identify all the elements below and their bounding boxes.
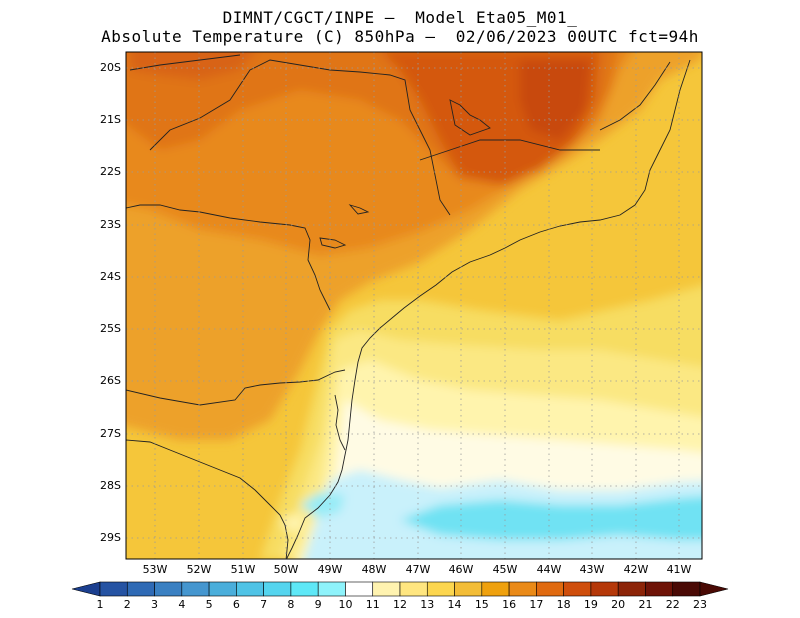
- lat-label-28s: 28S: [100, 479, 121, 492]
- colorbar-swatch: [454, 581, 483, 597]
- colorbar-label: 3: [151, 598, 159, 611]
- lon-label-46w: 46W: [448, 563, 474, 576]
- colorbar-label: 19: [583, 598, 598, 611]
- colorbar-label: 2: [123, 598, 131, 611]
- colorbar-swatch: [617, 581, 646, 597]
- state-border-mg-rj: [419, 139, 600, 161]
- colorbar-swatch: [645, 581, 674, 597]
- colorbar-swatch: [263, 581, 292, 597]
- colorbar-label: 13: [420, 598, 435, 611]
- colorbar-swatch: [126, 581, 155, 597]
- lon-label-49w: 49W: [317, 563, 343, 576]
- colorbar-label: 8: [287, 598, 295, 611]
- colorbar-swatch: [563, 581, 592, 597]
- shade-9b: [300, 492, 345, 518]
- temperature-field: [126, 52, 702, 559]
- state-border-ms: [129, 54, 241, 71]
- colorbar-swatch: [481, 581, 510, 597]
- colorbar-swatch: [590, 581, 619, 597]
- colorbar-swatch: [672, 581, 701, 597]
- lon-label-47w: 47W: [405, 563, 431, 576]
- colorbar-swatch: [317, 581, 346, 597]
- lat-label-29s: 29S: [100, 531, 121, 544]
- colorbar-arrow-right: [699, 581, 729, 597]
- lon-label-42w: 42W: [623, 563, 649, 576]
- reservoir-2: [319, 237, 347, 249]
- lat-label-21s: 21S: [100, 113, 121, 126]
- shade-11: [306, 400, 702, 559]
- lagoon-coast: [334, 394, 346, 451]
- lat-label-22s: 22S: [100, 165, 121, 178]
- colorbar-swatch: [236, 581, 264, 597]
- colorbar-label: 4: [178, 598, 186, 611]
- colorbar-label: 18: [556, 598, 571, 611]
- colorbar-label: 9: [314, 598, 322, 611]
- colorbar-swatch: [372, 581, 401, 597]
- colorbar-swatch: [536, 581, 564, 597]
- lon-label-45w: 45W: [492, 563, 518, 576]
- lon-label-48w: 48W: [361, 563, 387, 576]
- reservoir-1: [449, 99, 491, 136]
- reservoir-3: [348, 204, 370, 215]
- lat-label-26s: 26S: [100, 374, 121, 387]
- colorbar-label: 22: [665, 598, 680, 611]
- state-border-mg-es: [599, 61, 671, 131]
- lon-label-51w: 51W: [230, 563, 256, 576]
- lon-label-52w: 52W: [186, 563, 212, 576]
- lat-label-20s: 20S: [100, 61, 121, 74]
- colorbar-swatch: [154, 581, 183, 597]
- lon-label-44w: 44W: [536, 563, 562, 576]
- lon-label-50w: 50W: [273, 563, 299, 576]
- title-line-2: Absolute Temperature (C) 850hPa — 02/06/…: [101, 27, 699, 46]
- atlantic-coast: [285, 59, 691, 559]
- coastline: [126, 54, 691, 559]
- colorbar-label: 15: [474, 598, 489, 611]
- state-border-sp: [149, 59, 451, 216]
- shade-12b: [280, 512, 305, 532]
- colorbar: [71, 581, 729, 597]
- colorbar-label: 7: [260, 598, 268, 611]
- lon-label-43w: 43W: [579, 563, 605, 576]
- colorbar-swatch: [399, 581, 428, 597]
- colorbar-label: 14: [447, 598, 462, 611]
- shade-12: [294, 360, 702, 559]
- colorbar-label: 5: [205, 598, 213, 611]
- lat-label-27s: 27S: [100, 427, 121, 440]
- state-border-parana: [126, 204, 331, 311]
- colorbar-swatch: [99, 581, 128, 597]
- colorbar-label: 6: [232, 598, 240, 611]
- colorbar-swatch: [508, 581, 537, 597]
- colorbar-swatch: [426, 581, 455, 597]
- colorbar-label: 12: [393, 598, 407, 611]
- lat-label-23s: 23S: [100, 218, 121, 231]
- colorbar-label: 1: [96, 598, 104, 611]
- state-border-sc: [126, 369, 346, 406]
- colorbar-label: 17: [529, 598, 544, 611]
- colorbar-swatch: [181, 581, 210, 597]
- state-border-rs: [126, 439, 289, 559]
- title-line-1: DIMNT/CGCT/INPE — Model Eta05_M01_: [222, 8, 578, 27]
- colorbar-label: 11: [365, 598, 380, 611]
- colorbar-label: 21: [638, 598, 653, 611]
- colorbar-swatch: [290, 581, 319, 597]
- colorbar-label: 20: [611, 598, 626, 611]
- lon-label-53w: 53W: [142, 563, 168, 576]
- shade-18b: [130, 52, 255, 80]
- graticule: [126, 52, 702, 559]
- map-frame: [125, 51, 703, 560]
- colorbar-label: 23: [693, 598, 707, 611]
- lat-label-24s: 24S: [100, 270, 121, 283]
- colorbar-label: 10: [338, 598, 353, 611]
- colorbar-label: 16: [502, 598, 517, 611]
- colorbar-swatch: [208, 581, 237, 597]
- lat-label-25s: 25S: [100, 322, 121, 335]
- shade-9: [400, 496, 702, 540]
- lon-label-41w: 41W: [666, 563, 692, 576]
- colorbar-swatch: [345, 581, 374, 597]
- colorbar-arrow-left: [71, 581, 101, 597]
